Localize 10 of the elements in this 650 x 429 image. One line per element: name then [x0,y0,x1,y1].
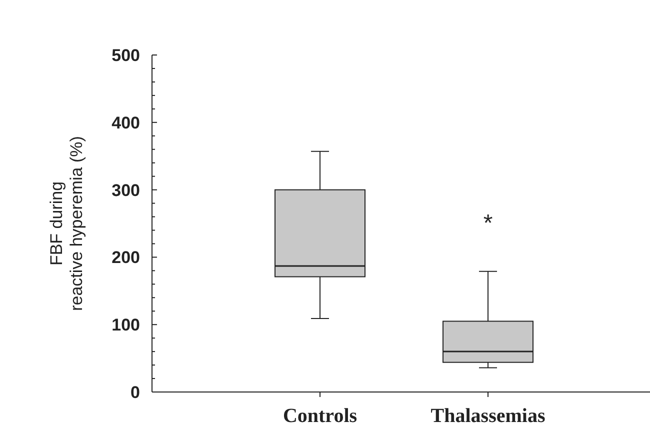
y-tick-label: 400 [112,113,140,132]
annotation: * [483,210,493,237]
y-tick-label: 100 [112,316,140,335]
y-tick-label: 300 [112,180,140,200]
y-tick-label: 500 [112,46,140,65]
x-tick-label: Thalassemias [430,405,546,427]
x-tick-label: Controls [282,405,358,427]
y-tick-label: 200 [112,248,140,268]
y-tick-label: 0 [130,382,140,402]
y-axis-title: FBF during reactive hyperemia (%) [47,136,86,311]
